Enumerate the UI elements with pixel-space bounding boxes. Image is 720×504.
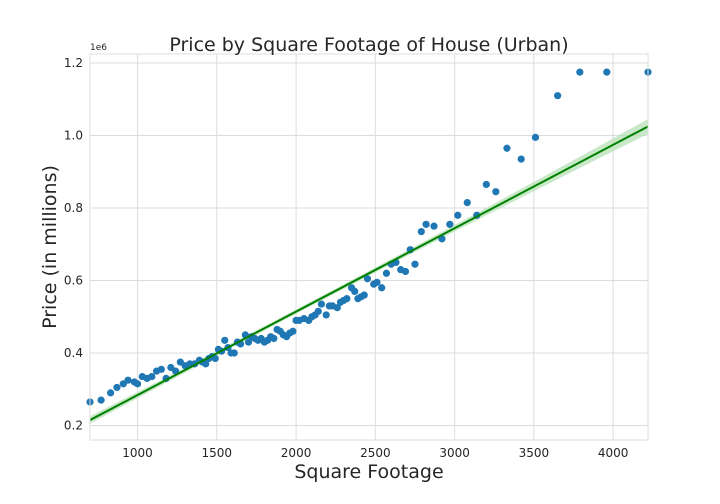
scatter-point [97, 396, 105, 404]
plot-frame [89, 53, 649, 441]
y-tick-label: 1.0 [64, 129, 83, 143]
scatter-point [270, 334, 278, 343]
scatter-point [113, 383, 121, 392]
scatter-point [517, 155, 525, 163]
x-tick-label: 4000 [598, 446, 629, 460]
scatter-point [107, 389, 115, 397]
scatter-point [430, 222, 438, 230]
x-tick-label: 2500 [360, 446, 391, 460]
scatter-point [603, 68, 611, 76]
scatter-point [314, 307, 322, 315]
scatter-point [221, 336, 229, 344]
scatter-point [289, 327, 297, 335]
x-tick-label: 1000 [122, 446, 153, 460]
x-tick-label: 3500 [519, 446, 550, 460]
y-tick-label: 0.6 [64, 274, 83, 288]
scatter-point [401, 267, 410, 276]
scatter-point [211, 354, 219, 363]
scatter-point [322, 311, 330, 319]
scatter-point [157, 365, 165, 373]
scatter-point [363, 275, 372, 283]
scatter-point [244, 338, 253, 346]
scatter-point [343, 295, 351, 303]
scatter-point [317, 300, 326, 308]
y-tick-label: 0.4 [64, 346, 83, 360]
scatter-point [133, 380, 142, 388]
y-tick-label: 0.2 [64, 419, 83, 433]
scatter-point [378, 284, 386, 292]
x-tick-labels: 1000 1500 2000 2500 3000 3500 4000 [122, 446, 628, 460]
scatter-point [492, 188, 500, 196]
scatter-point [148, 372, 156, 381]
plot-background [90, 54, 648, 440]
scatter-point [438, 235, 446, 243]
scatter-point [482, 180, 490, 189]
y-tick-label: 0.8 [64, 201, 83, 215]
scatter-point [382, 269, 391, 277]
y-offset-label: 1e6 [90, 43, 107, 53]
scatter-point [576, 68, 584, 76]
x-tick-label: 2000 [281, 446, 312, 460]
y-axis-label: Price (in millions) [39, 165, 61, 329]
regression-line [89, 125, 649, 421]
scatter-point [360, 291, 368, 299]
scatter-point [351, 287, 359, 295]
scatter-point [454, 211, 462, 219]
scatter-point [202, 360, 210, 368]
scatter-point [463, 199, 471, 207]
scatter-point [230, 349, 238, 357]
x-tick-label: 1500 [202, 446, 233, 460]
scatter-point [373, 278, 381, 286]
scatter-point [422, 220, 430, 228]
chart-title: Price by Square Footage of House (Urban) [169, 34, 568, 56]
y-tick-labels: 0.2 0.4 0.6 0.8 1.0 1.2 [64, 56, 83, 432]
grid-lines [90, 54, 648, 440]
scatter-point [503, 144, 511, 152]
scatter-point [417, 227, 425, 236]
y-tick-label: 1.2 [64, 56, 83, 70]
scatter-point [554, 92, 562, 100]
scatter-point [446, 220, 454, 228]
x-axis-label: Square Footage [294, 461, 443, 483]
scatter-point [531, 133, 540, 141]
scatter-point [124, 376, 132, 384]
x-tick-label: 3000 [439, 446, 470, 460]
scatter-point [411, 260, 419, 268]
scatter-point [333, 304, 341, 312]
scatter-point [172, 367, 180, 375]
